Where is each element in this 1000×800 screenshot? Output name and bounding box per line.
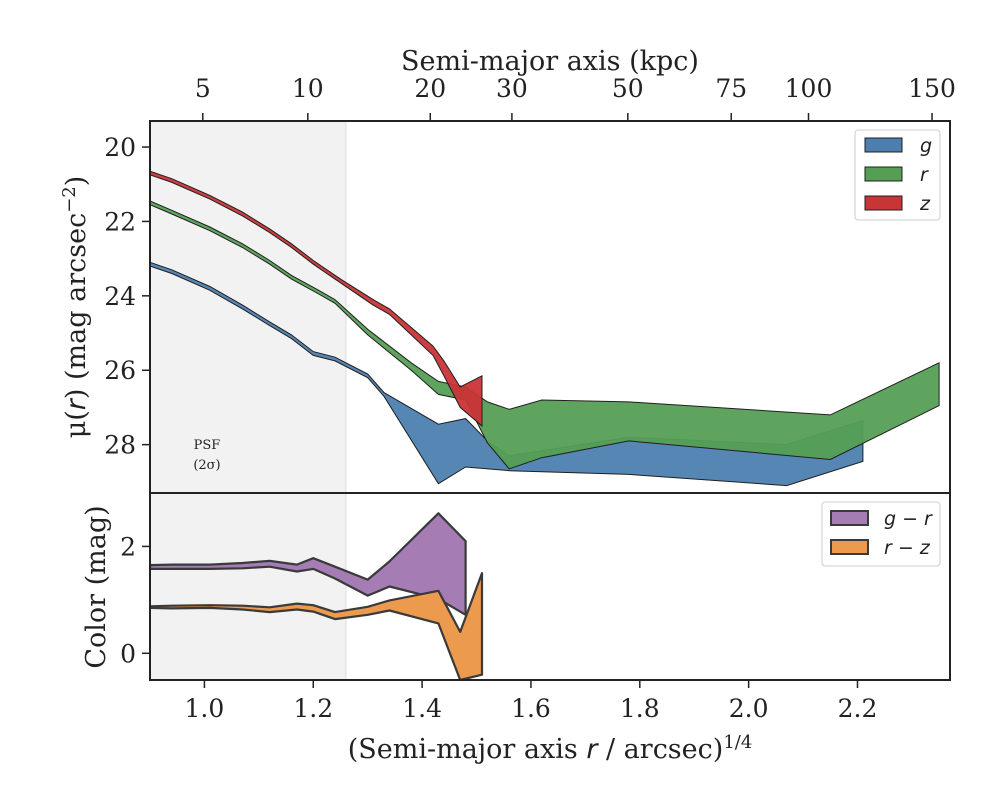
psf-label-line2: (2σ) (193, 458, 220, 473)
top-bands (150, 170, 940, 487)
color-ytick-label-2: 2 (120, 532, 136, 561)
color-ytick-label-0: 0 (120, 639, 136, 668)
legend-bottom-swatch-1 (830, 539, 869, 555)
top-xtick-label-100: 100 (785, 74, 833, 103)
top-xtick-label-50: 50 (612, 74, 644, 103)
legend-bottom: g − r r − z (821, 501, 941, 567)
legend-top: grz (854, 129, 941, 221)
top-xtick-label-20: 20 (414, 74, 446, 103)
ytick-label-24: 24 (104, 282, 136, 311)
psf-region-top (150, 121, 346, 493)
top-axis-title: Semi-major axis (kpc) (401, 46, 699, 77)
legend-top-swatch-g (864, 137, 903, 153)
top-xtick-label-5: 5 (195, 74, 211, 103)
band-r (150, 200, 940, 470)
bottom-axis-title-part-1: (Semi-major axis (348, 734, 587, 765)
xtick-label-2.2: 2.2 (838, 694, 878, 723)
xtick-label-1.0: 1.0 (185, 694, 225, 723)
bottom-axis-title-exponent: 1/4 (723, 732, 752, 753)
legend-bottom-swatch-0 (830, 510, 869, 526)
top-panel-ylabel-part-1: μ( (61, 410, 92, 438)
bottom-bands (150, 512, 484, 680)
top-panel-ylabel-part-3: ) (mag arcsec (61, 213, 92, 399)
xtick-label-1.2: 1.2 (293, 694, 333, 723)
legend-top-label-r: r (920, 164, 929, 186)
top-xtick-label-75: 75 (715, 74, 747, 103)
bottom-axis-title: (Semi-major axis r / arcsec)1/4 (348, 732, 753, 765)
top-xtick-label-30: 30 (496, 74, 528, 103)
top-panel-ylabel-part-5: ) (61, 176, 92, 187)
xtick-label-1.8: 1.8 (620, 694, 660, 723)
color-panel: 0 2 1.0 1.2 1.4 1.6 1.8 2.0 2.2 g − r r − z (120, 492, 951, 723)
legend-bottom-label-1: r − z (884, 537, 931, 559)
legend-bottom-label-0: g − r (884, 508, 933, 530)
top-panel-ylabel-part-2: r (61, 397, 92, 410)
top-panel-ylabel-exponent: −2 (59, 186, 80, 213)
xtick-label-2.0: 2.0 (729, 694, 769, 723)
ytick-label-26: 26 (104, 356, 136, 385)
top-xtick-label-150: 150 (908, 74, 956, 103)
xtick-label-1.6: 1.6 (511, 694, 551, 723)
bottom-axis-title-part-2: r (586, 734, 599, 765)
top-xtick-label-10: 10 (292, 74, 324, 103)
bottom-panel-ylabel: Color (mag) (81, 505, 112, 668)
psf-label-line1: PSF (194, 438, 221, 453)
ytick-label-28: 28 (104, 431, 136, 460)
bottom-axis-title-part-3: / arcsec) (597, 734, 723, 765)
surface-brightness-panel: 20 22 24 26 28 5 10 20 30 50 75 100 150 grz (104, 74, 956, 494)
bottom-panel-frame (149, 492, 951, 681)
legend-top-swatch-z (864, 195, 903, 211)
ytick-label-22: 22 (104, 207, 136, 236)
color-band-1 (150, 572, 484, 680)
top-panel-ylabel: μ(r) (mag arcsec−2) (59, 176, 92, 439)
legend-top-label-z: z (919, 193, 931, 215)
xtick-label-1.4: 1.4 (402, 694, 442, 723)
ytick-label-20: 20 (104, 133, 136, 162)
psf-region-bottom (150, 493, 346, 680)
legend-top-label-g: g (920, 135, 932, 157)
band-z (150, 170, 483, 428)
legend-top-swatch-r (864, 166, 903, 182)
